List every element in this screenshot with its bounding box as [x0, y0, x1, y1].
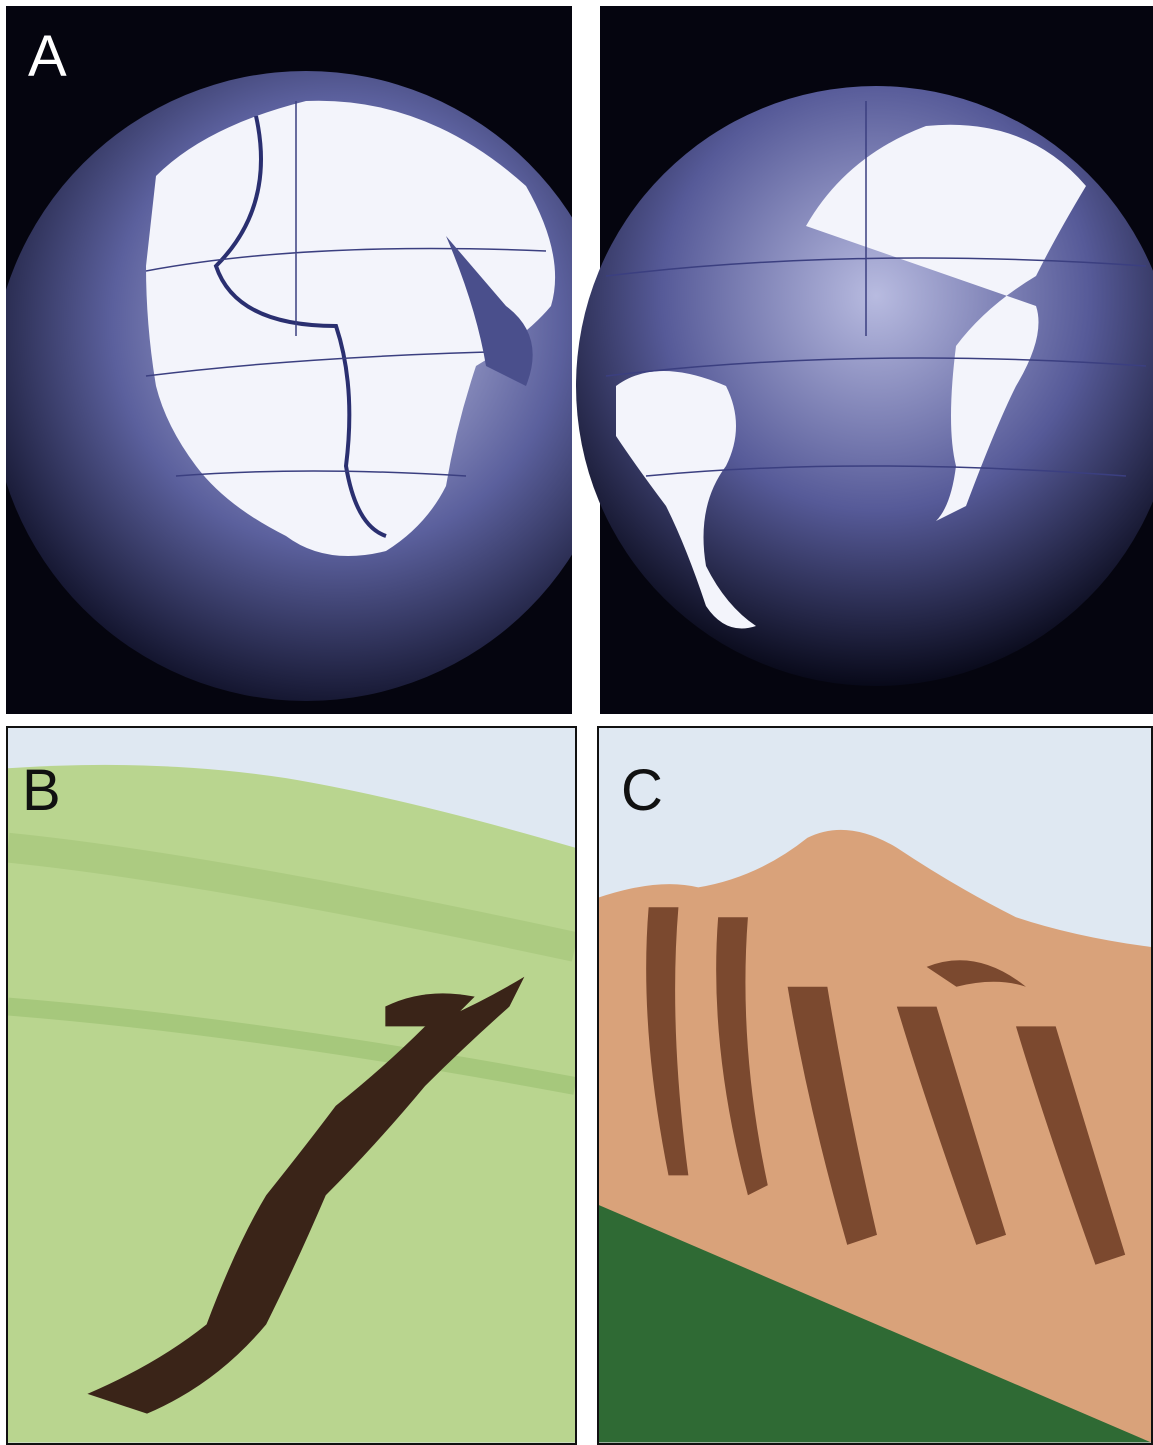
south-america-landmass [616, 371, 756, 629]
rock-band [87, 976, 525, 1414]
hillside-photo [8, 764, 575, 1443]
panel-label-a: A [28, 24, 67, 89]
africa-europe-landmass [806, 124, 1086, 521]
globes-illustration [6, 6, 1153, 714]
forest-slope [599, 1205, 1151, 1443]
left-globe [6, 71, 621, 701]
dark-strata-bands [646, 907, 1126, 1265]
folded-strata-photo [599, 829, 1151, 1443]
panel-label-b: B [22, 758, 61, 823]
pangaea-landmass [146, 100, 556, 556]
panel-label-c: C [621, 758, 663, 823]
panel-b: B [6, 726, 577, 1445]
panel-c: C [597, 726, 1153, 1445]
right-globe [576, 86, 1153, 686]
panel-a: A [6, 6, 1153, 714]
